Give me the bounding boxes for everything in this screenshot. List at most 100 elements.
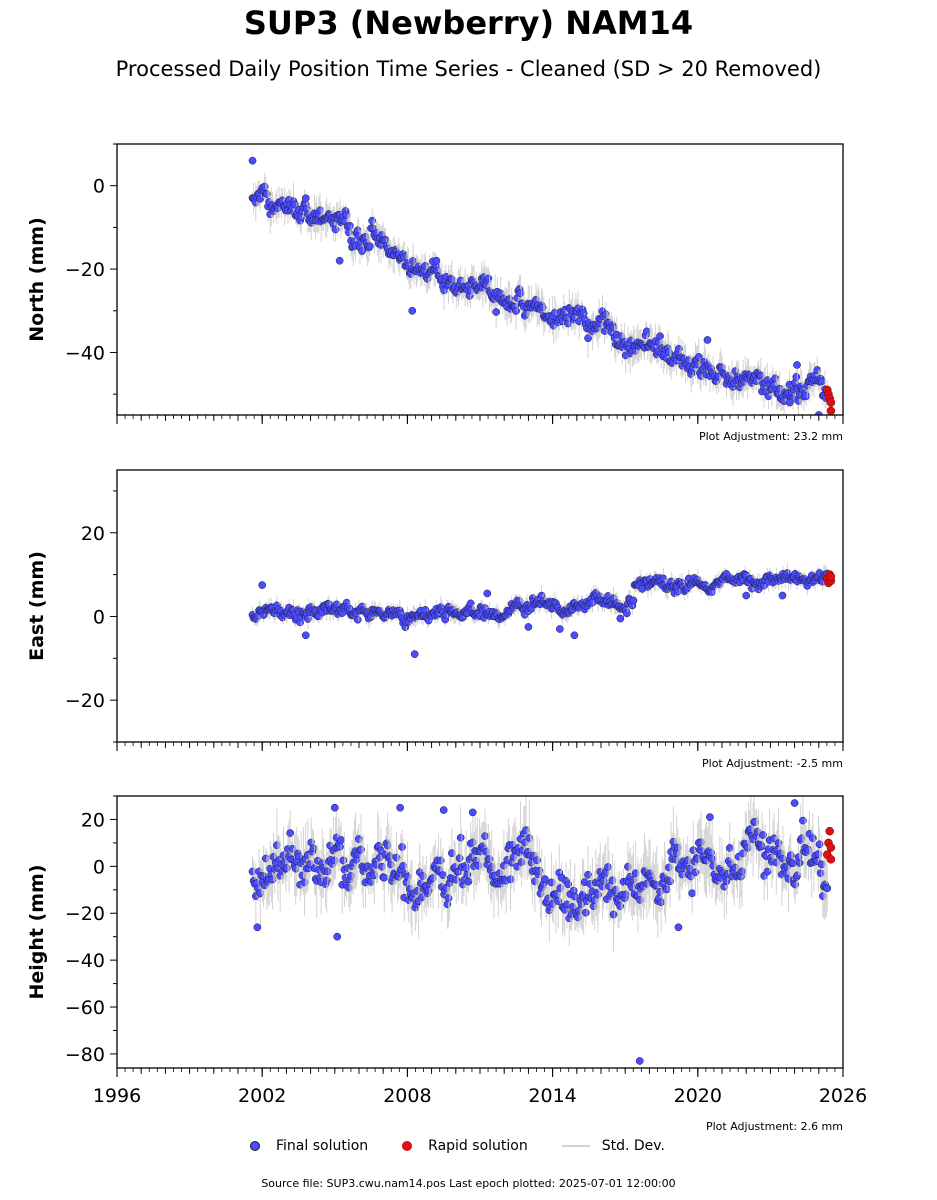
- legend-std-line: [561, 1145, 590, 1147]
- source-footer: Source file: SUP3.cwu.nam14.pos Last epo…: [261, 1177, 676, 1190]
- y-tick-label: −40: [65, 342, 105, 364]
- final-point: [621, 890, 630, 899]
- final-point: [380, 873, 389, 882]
- rapid-point: [826, 572, 836, 581]
- legend-rapid-marker: [402, 1141, 413, 1151]
- legend-final-label: Final solution: [276, 1138, 369, 1154]
- final-point: [541, 875, 549, 883]
- final-point-outlier: [793, 361, 801, 369]
- series-rapid: [823, 570, 836, 588]
- y-tick-label: 0: [93, 606, 105, 628]
- series-final: [248, 156, 832, 415]
- final-point: [694, 353, 703, 361]
- y-tick-label: −60: [65, 997, 105, 1019]
- panel-2: 1996 2002 2008 2014 2020 2026 20 0 −20 −40 −60 −80 H…: [26, 795, 867, 1133]
- final-point-outlier: [742, 591, 751, 600]
- final-point: [688, 889, 697, 898]
- final-point: [582, 908, 590, 917]
- rapid-point: [826, 398, 836, 407]
- final-point: [642, 327, 651, 336]
- final-point: [629, 596, 638, 605]
- final-point: [792, 373, 801, 381]
- final-point-outlier: [635, 1057, 644, 1065]
- panel-0: 0 −20 −40 North (mm) Plot Adjustment: 23.2 m…: [26, 143, 844, 443]
- final-point: [802, 392, 811, 400]
- series-final: [248, 562, 832, 658]
- final-point-outlier: [408, 306, 417, 315]
- final-point-outlier: [706, 813, 714, 821]
- y-tick-label: −80: [65, 1044, 105, 1066]
- legend-std-label: Std. Dev.: [601, 1138, 665, 1154]
- y-tick-label: −20: [65, 259, 105, 281]
- y-tick-label: −40: [65, 950, 105, 972]
- final-point: [662, 885, 671, 894]
- final-point: [256, 194, 265, 203]
- final-point: [725, 844, 734, 852]
- final-point: [516, 289, 525, 298]
- final-point-outlier: [301, 194, 310, 203]
- final-point-outlier: [410, 650, 419, 658]
- final-point: [464, 877, 473, 886]
- rapid-point: [826, 843, 836, 852]
- chart-subtitle: Processed Daily Position Time Series - C…: [115, 57, 822, 81]
- final-point: [738, 867, 746, 876]
- final-point: [366, 242, 374, 251]
- final-point: [604, 863, 612, 871]
- final-point-outlier: [790, 799, 799, 807]
- rapid-point: [826, 406, 836, 415]
- final-point: [309, 844, 318, 853]
- y-axis-label: North (mm): [26, 217, 48, 342]
- panel-1: 20 0 −20 East (mm) Plot Adjustment: -2.5 mm: [26, 469, 844, 770]
- final-point-outlier: [432, 256, 441, 265]
- final-point-outlier: [703, 336, 712, 344]
- y-tick-label: −20: [65, 903, 105, 925]
- y-tick-label: −20: [65, 690, 105, 712]
- plot-adjustment-label: Plot Adjustment: -2.5 mm: [702, 757, 843, 770]
- final-point: [286, 829, 295, 837]
- final-point-outlier: [258, 581, 267, 589]
- final-point-outlier: [483, 589, 492, 598]
- final-point: [481, 832, 489, 840]
- series-rapid: [823, 826, 836, 864]
- final-point: [337, 836, 345, 844]
- final-point: [358, 247, 367, 255]
- x-tick-label: 2014: [528, 1085, 576, 1107]
- x-tick-label: 2002: [238, 1085, 286, 1107]
- legend: Final solution Rapid solution Std. Dev.: [250, 1138, 699, 1154]
- final-point: [823, 884, 832, 893]
- final-point-outlier: [248, 156, 257, 165]
- rapid-point: [826, 855, 836, 864]
- final-point: [512, 307, 520, 315]
- legend-rapid: Rapid solution: [402, 1138, 528, 1154]
- final-point-outlier: [301, 631, 310, 640]
- final-point: [656, 332, 664, 341]
- final-point-outlier: [335, 256, 344, 265]
- final-point: [506, 875, 515, 884]
- legend-rapid-label: Rapid solution: [428, 1138, 528, 1154]
- series-final: [248, 796, 832, 1065]
- x-tick-label: 1996: [93, 1085, 141, 1107]
- final-point: [456, 833, 465, 842]
- x-tick-label: 2026: [819, 1085, 867, 1107]
- final-point: [492, 308, 501, 316]
- final-point: [609, 910, 618, 919]
- x-tick-label: 2020: [674, 1085, 722, 1107]
- final-point: [346, 222, 354, 230]
- final-point: [758, 842, 766, 851]
- final-point-outlier: [524, 623, 533, 631]
- final-point-outlier: [396, 803, 404, 812]
- final-point: [817, 377, 826, 386]
- plot-adjustment-label: Plot Adjustment: 2.6 mm: [706, 1120, 843, 1133]
- final-point: [657, 898, 666, 907]
- final-point: [622, 609, 631, 618]
- legend-final: Final solution: [250, 1138, 368, 1154]
- final-point: [336, 842, 344, 851]
- final-point: [570, 892, 579, 901]
- final-point-outlier: [439, 806, 448, 814]
- final-point: [448, 275, 456, 284]
- rapid-point: [825, 826, 834, 836]
- final-point-outlier: [468, 808, 477, 817]
- final-point-outlier: [785, 398, 794, 407]
- x-tick-label: 2008: [383, 1085, 431, 1107]
